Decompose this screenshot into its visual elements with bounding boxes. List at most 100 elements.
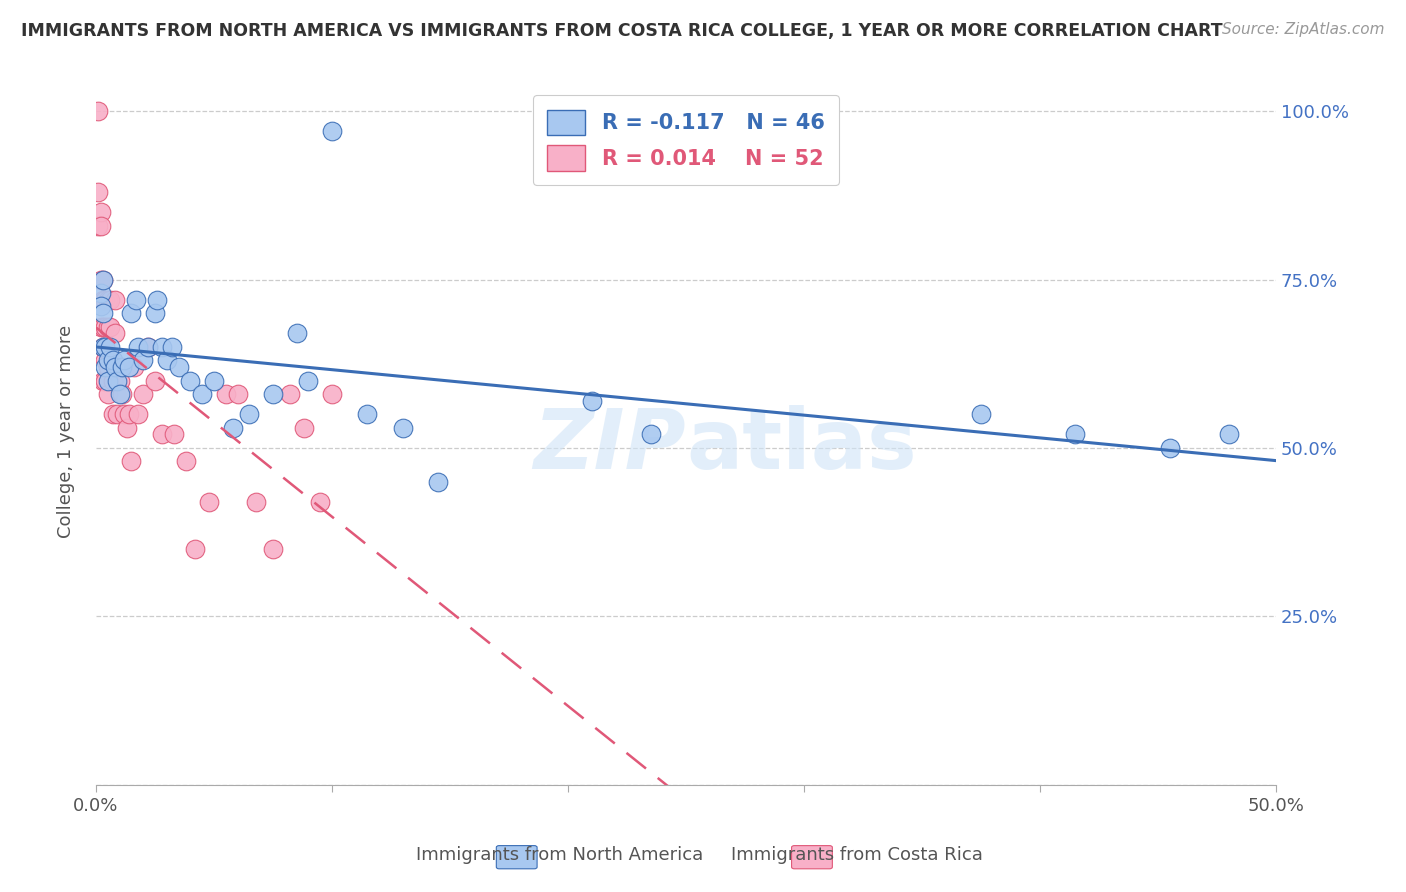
Point (101, 407, 124, 421)
Point (87, 219, 110, 233)
Point (104, 293, 127, 307)
Point (94, 293, 117, 307)
Point (202, 374, 225, 388)
Point (184, 541, 207, 556)
Point (91, 272, 114, 286)
Point (90, 300, 112, 314)
Text: IMMIGRANTS FROM NORTH AMERICA VS IMMIGRANTS FROM COSTA RICA COLLEGE, 1 YEAR OR M: IMMIGRANTS FROM NORTH AMERICA VS IMMIGRA… (21, 22, 1223, 40)
Point (238, 407, 260, 421)
Point (101, 353, 124, 368)
Text: ZIP: ZIP (533, 405, 686, 486)
Point (391, 421, 413, 435)
Point (97, 387, 120, 401)
Point (90, 205, 112, 219)
Point (111, 360, 134, 375)
Point (108, 387, 131, 401)
Point (970, 407, 993, 421)
Point (118, 407, 141, 421)
Point (128, 340, 150, 354)
Point (1159, 441, 1181, 455)
Point (356, 407, 378, 421)
Point (108, 374, 131, 388)
Point (262, 387, 284, 401)
Point (98, 319, 121, 334)
Point (105, 374, 128, 388)
Text: Source: ZipAtlas.com: Source: ZipAtlas.com (1222, 22, 1385, 37)
Point (262, 541, 284, 556)
Point (146, 293, 169, 307)
Point (101, 374, 124, 388)
Point (1218, 427, 1240, 442)
Point (120, 454, 142, 468)
Point (150, 427, 173, 442)
Point (94, 360, 117, 375)
Point (1064, 427, 1087, 442)
Point (91, 340, 114, 354)
Point (167, 360, 190, 375)
Point (128, 407, 150, 421)
Point (136, 340, 159, 354)
Point (198, 495, 221, 509)
Point (91, 340, 114, 354)
Point (132, 387, 155, 401)
Point (309, 495, 332, 509)
Point (143, 306, 166, 320)
Point (104, 326, 127, 341)
Point (581, 393, 603, 408)
Point (90, 319, 112, 334)
Text: Immigrants from North America: Immigrants from North America (416, 846, 703, 863)
Point (111, 387, 134, 401)
Point (292, 421, 315, 435)
Point (118, 360, 141, 375)
Point (91, 319, 114, 334)
Point (87, 104, 110, 119)
Point (143, 374, 166, 388)
Point (97, 319, 120, 334)
Point (226, 387, 249, 401)
Point (90, 219, 112, 233)
Point (90, 272, 112, 286)
Point (98, 293, 121, 307)
Point (97, 374, 120, 388)
Point (91, 374, 114, 388)
Point (94, 374, 117, 388)
Y-axis label: College, 1 year or more: College, 1 year or more (58, 325, 75, 538)
Point (215, 387, 238, 401)
Point (285, 326, 308, 341)
Point (112, 353, 135, 368)
Point (105, 407, 128, 421)
Point (427, 475, 450, 489)
Legend: R = -0.117   N = 46, R = 0.014    N = 52: R = -0.117 N = 46, R = 0.014 N = 52 (533, 95, 839, 186)
Point (120, 306, 142, 320)
Point (87, 185, 110, 199)
Point (297, 374, 319, 388)
Point (94, 340, 117, 354)
Text: atlas: atlas (686, 405, 917, 486)
Point (91, 272, 114, 286)
Point (104, 360, 127, 375)
Point (90, 285, 112, 300)
Point (640, 427, 662, 442)
Point (160, 340, 183, 354)
Text: Immigrants from Costa Rica: Immigrants from Costa Rica (731, 846, 983, 863)
Point (245, 495, 267, 509)
Point (321, 387, 343, 401)
Point (179, 374, 201, 388)
Point (122, 360, 145, 375)
Point (136, 340, 159, 354)
Point (98, 340, 121, 354)
Point (191, 387, 214, 401)
Point (150, 340, 173, 354)
Point (132, 353, 155, 368)
Point (163, 427, 186, 442)
Point (91, 306, 114, 320)
Point (94, 319, 117, 334)
Point (97, 293, 120, 307)
Point (125, 293, 148, 307)
Point (94, 353, 117, 368)
Point (98, 353, 121, 368)
Point (97, 360, 120, 375)
Point (321, 124, 343, 138)
Point (115, 421, 138, 435)
Point (156, 353, 179, 368)
